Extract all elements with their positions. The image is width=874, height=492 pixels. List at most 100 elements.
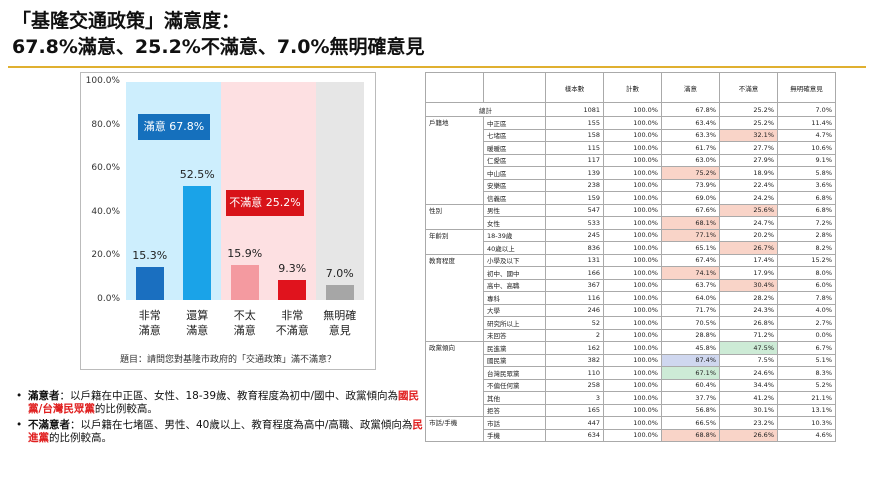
group-label: 戶籍地 [425,116,484,205]
table-cell: 258 [545,378,604,392]
table-cell: 87.4% [661,353,720,367]
table-cell: 100.0% [603,303,662,317]
row-label: 小學及以下 [483,253,546,267]
bar-4 [278,279,307,300]
table-cell: 61.7% [661,141,720,155]
table-cell: 9.1% [777,153,836,167]
table-header-cell: 計數 [603,72,662,103]
table-cell: 6.7% [777,341,836,355]
table-cell: 64.0% [661,291,720,305]
table-cell: 6.8% [777,191,836,205]
table-cell: 67.1% [661,366,720,380]
group-label: 政黨傾向 [425,341,484,417]
table-cell: 26.6% [719,428,778,442]
row-label: 研究所以上 [483,316,546,330]
group-label: 市話/手機 [425,416,484,442]
x-tick-label: 非常 滿意 [138,309,161,337]
satisfied-callout: 滿意 67.8% [138,114,210,140]
row-label: 手機 [483,428,546,442]
table-cell: 5.2% [777,378,836,392]
table-cell: 117 [545,153,604,167]
table-cell: 10.3% [777,416,836,430]
table-cell: 4.7% [777,128,836,142]
row-label: 中山區 [483,166,546,180]
table-row: 市話/手機 市話 447 100.0% 66.5% 23.2% 10.3% [425,416,836,442]
table-header-cell: 樣本數 [545,72,604,103]
row-label: 市話 [483,416,546,430]
table-cell: 115 [545,141,604,155]
table-cell: 3.6% [777,178,836,192]
table-row: 拒答 165 100.0% 56.8% 30.1% 13.1% [426,403,836,417]
table-cell: 100.0% [603,253,662,267]
table-row: 專科 116 100.0% 64.0% 28.2% 7.8% [426,291,836,305]
table-cell: 26.8% [719,316,778,330]
row-label: 18-39歲 [483,228,546,242]
total-cell: 7.0% [777,102,836,117]
table-cell: 100.0% [603,141,662,155]
row-label: 40歲以上 [483,241,546,255]
table-cell: 139 [545,166,604,180]
note-satisfied: 滿意者：以戶籍在中正區、女性、18-39歲、教育程度為初中/國中、政黨傾向為國民… [10,390,430,416]
table-cell: 70.5% [661,316,720,330]
row-label: 男性 [483,203,546,217]
table-cell: 166 [545,266,604,280]
table-cell: 8.3% [777,366,836,380]
table-cell: 60.4% [661,378,720,392]
table-cell: 26.7% [719,241,778,255]
table-cell: 2 [545,328,604,342]
table-cell: 17.9% [719,266,778,280]
row-label: 未回答 [483,328,546,342]
y-tick-label: 80.0% [91,119,120,130]
table-cell: 71.2% [719,328,778,342]
table-row: 信義區 159 100.0% 69.0% 24.2% 6.8% [426,191,836,205]
table-cell: 45.8% [661,341,720,355]
title-line-2: 67.8%滿意、25.2%不滿意、7.0%無明確意見 [12,36,425,58]
table-cell: 238 [545,178,604,192]
total-label: 總計 [425,102,546,117]
table-cell: 158 [545,128,604,142]
table-header-cell: 不滿意 [719,72,778,103]
table-cell: 15.2% [777,253,836,267]
y-tick-label: 100.0% [85,76,120,86]
table-row: 七堵區 158 100.0% 63.3% 32.1% 4.7% [426,128,836,142]
table-cell: 23.2% [719,416,778,430]
table-cell: 20.2% [719,228,778,242]
table-cell: 74.1% [661,266,720,280]
table-cell: 447 [545,416,604,430]
total-cell: 1081 [545,102,604,117]
row-label: 民進黨 [483,341,546,355]
row-label: 台灣民眾黨 [483,366,546,380]
table-row: 女性 533 100.0% 68.1% 24.7% 7.2% [426,216,836,230]
table-cell: 0.0% [777,328,836,342]
bar-value-label: 15.3% [132,248,168,262]
table-cell: 100.0% [603,266,662,280]
page-title: 「基隆交通政策」滿意度： 67.8%滿意、25.2%不滿意、7.0%無明確意見 [12,8,425,60]
table-cell: 37.7% [661,391,720,405]
row-label: 仁愛區 [483,153,546,167]
table-row: 不偏任何黨 258 100.0% 60.4% 34.4% 5.2% [426,378,836,392]
table-cell: 67.4% [661,253,720,267]
table-cell: 24.2% [719,191,778,205]
group-label: 教育程度 [425,253,484,342]
table-cell: 13.1% [777,403,836,417]
note-dissatisfied-text: ：以戶籍在七堵區、男性、40歲以上、教育程度為高中/高職、政黨傾向為 [70,419,413,431]
table-cell: 100.0% [603,403,662,417]
table-cell: 65.1% [661,241,720,255]
row-label: 中正區 [483,116,546,130]
table-row: 高中、高職 367 100.0% 63.7% 30.4% 6.0% [426,278,836,292]
bar-value-label: 7.0% [325,266,354,280]
title-divider [8,66,866,68]
table-cell: 159 [545,191,604,205]
table-cell: 68.1% [661,216,720,230]
table-cell: 41.2% [719,391,778,405]
table-cell: 30.4% [719,278,778,292]
table-cell: 100.0% [603,428,662,442]
row-label: 拒答 [483,403,546,417]
bar-value-label: 15.9% [227,247,263,261]
table-cell: 5.8% [777,166,836,180]
row-label: 不偏任何黨 [483,378,546,392]
table-row: 台灣民眾黨 110 100.0% 67.1% 24.6% 8.3% [426,366,836,380]
group-label: 性別 [425,203,484,230]
table-cell: 100.0% [603,228,662,242]
note-satisfied-text: ：以戶籍在中正區、女性、18-39歲、教育程度為初中/國中、政黨傾向為 [59,390,399,402]
